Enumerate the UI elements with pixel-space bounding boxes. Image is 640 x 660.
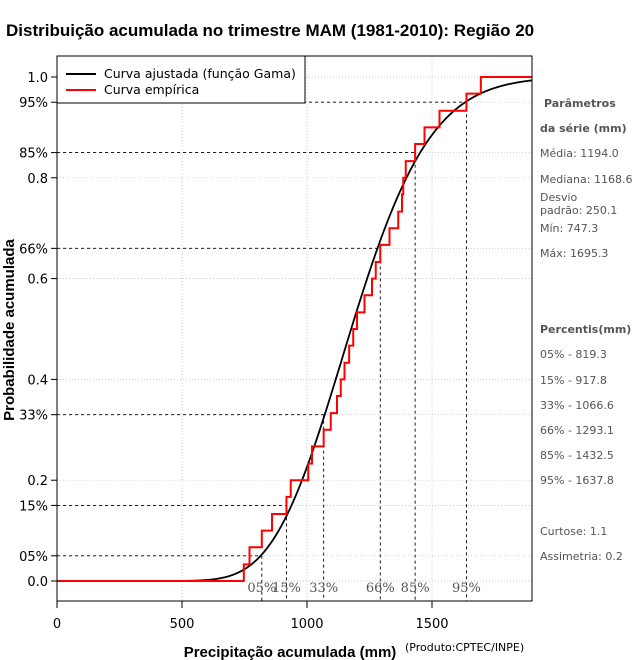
y-axis: 0.0 05% 15% 0.2 33% 0.4 0.6 66% 0.8 85% 95% 1.0 [19,71,57,590]
percentil-33: 33% - 1066.6 [540,399,614,412]
percentis-heading: Percentis(mm) [540,323,631,336]
x-axis: 0 500 1000 1500 [53,601,449,632]
empirical-curve-line [57,76,532,582]
fitted-curve-line [57,79,533,582]
x-tick-label: 1500 [415,617,448,632]
stat-media: Média: 1194.0 [540,147,619,160]
legend-box [56,55,306,104]
plot-area: 05%15% 33% 66% 85% 95% [56,55,533,602]
credit-text: (Produto:CPTEC/INPE) [405,641,524,654]
percentile-labels: 05%15% 33% 66% 85% 95% [247,581,481,596]
stat-curtose: Curtose: 1.1 [540,525,607,538]
percentil-05: 05% - 819.3 [540,348,607,361]
y-tick-label: 05% [19,550,48,565]
y-tick-label: 66% [19,242,48,257]
percentil-85: 85% - 1432.5 [540,449,614,462]
percentile-label: 85% [401,581,430,596]
stat-max: Máx: 1695.3 [540,247,608,260]
legend-label-empirical: Curva empírica [104,82,199,97]
y-tick-label: 95% [19,96,48,111]
grid-x [56,56,433,601]
x-tick-label: 0 [53,617,61,632]
x-axis-title: Precipitação acumulada (mm) [184,644,397,660]
grid-y [57,76,532,582]
legend: Curva ajustada (função Gama) Curva empír… [56,55,306,104]
percentile-label: 05% [247,581,276,596]
percentile-label: 33% [309,581,338,596]
stat-assimetria: Assimetria: 0.2 [540,550,623,563]
stat-min: Mín: 747.3 [540,222,598,235]
y-tick-label: 0.0 [27,575,48,590]
y-tick-label: 15% [19,499,48,514]
percentile-label: 95% [452,581,481,596]
y-tick-label: 85% [19,147,48,162]
percentil-66: 66% - 1293.1 [540,424,614,437]
params-heading-2: da série (mm) [540,122,627,135]
side-panel: Parâmetros da série (mm) Média: 1194.0 M… [540,97,632,563]
y-tick-label: 33% [19,409,48,424]
y-tick-label: 0.6 [27,273,48,288]
x-tick-label: 1000 [290,617,323,632]
percentile-label: 15% [272,581,301,596]
y-axis-title: Probabilidade acumulada [1,238,18,420]
stat-desvio-2: padrão: 250.1 [540,204,617,217]
y-tick-label: 1.0 [27,71,48,86]
percentile-label: 66% [366,581,395,596]
percentil-95: 95% - 1637.8 [540,474,614,487]
plot-frame [56,55,533,602]
y-tick-label: 0.2 [27,474,48,489]
stat-desvio-1: Desvio [540,191,578,204]
x-tick-label: 500 [170,617,195,632]
stat-mediana: Mediana: 1168.6 [540,173,632,186]
percentil-15: 15% - 917.8 [540,374,607,387]
chart-title: Distribuição acumulada no trimestre MAM … [6,21,534,40]
y-tick-label: 0.8 [27,172,48,187]
legend-label-fitted: Curva ajustada (função Gama) [104,66,296,81]
y-tick-label: 0.4 [27,373,48,388]
params-heading-1: Parâmetros [544,97,616,110]
